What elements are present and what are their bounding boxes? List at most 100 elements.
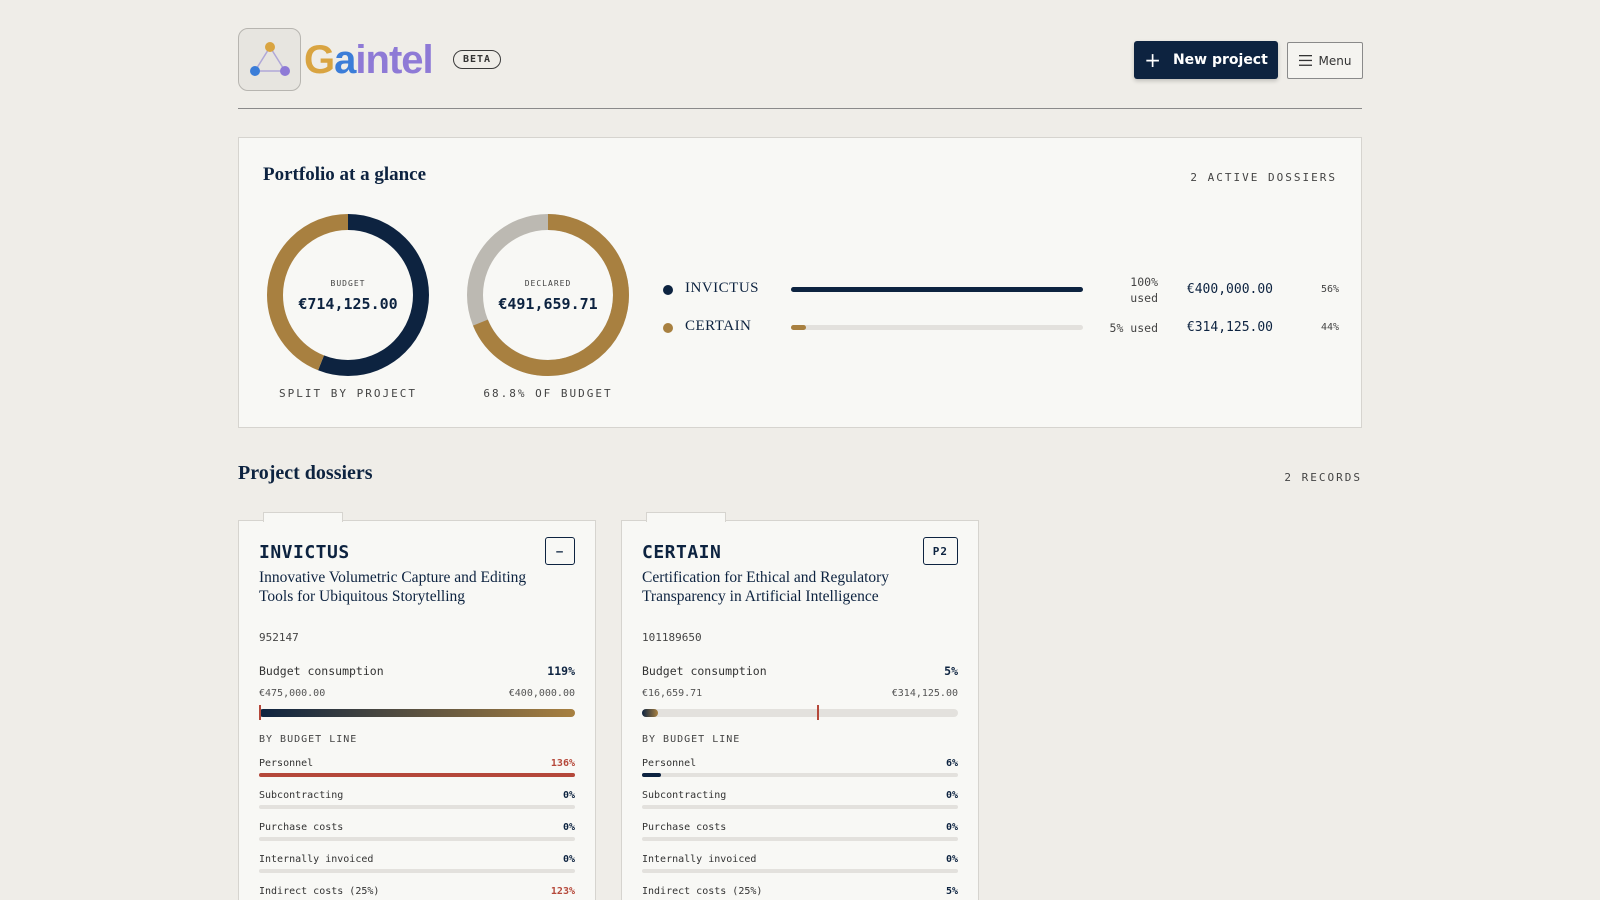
budget-line-label: Internally invoiced bbox=[642, 854, 757, 865]
portfolio-panel: Portfolio at a glance 2 ACTIVE DOSSIERS … bbox=[238, 137, 1362, 428]
budget-line-label: Purchase costs bbox=[642, 822, 727, 833]
legend-used-pct: 100% bbox=[1130, 275, 1158, 289]
budget-line-fill bbox=[642, 773, 661, 777]
budget-line-label: Personnel bbox=[642, 758, 697, 769]
budget-line-row: Internally invoiced 0% bbox=[642, 854, 958, 878]
legend-used: 100% used bbox=[1088, 274, 1158, 306]
budget-consumption-pct: 5% bbox=[944, 664, 958, 678]
legend-bar-fill bbox=[791, 325, 806, 330]
budget-line-row: Purchase costs 0% bbox=[642, 822, 958, 846]
budget-line-label: Subcontracting bbox=[259, 790, 344, 801]
declared-donut-segment bbox=[467, 214, 629, 376]
legend-amount: €314,125.00 bbox=[1186, 320, 1273, 335]
budget-line-row: Subcontracting 0% bbox=[642, 790, 958, 814]
legend-share: 44% bbox=[1320, 322, 1339, 333]
logo-icon[interactable] bbox=[238, 28, 301, 91]
new-project-label: New project bbox=[1172, 52, 1268, 68]
budget-amount: €400,000.00 bbox=[508, 688, 575, 699]
project-id: 101189650 bbox=[642, 631, 702, 644]
budget-line-pct: 123% bbox=[550, 886, 575, 897]
budget-donut-segment bbox=[267, 214, 429, 376]
budget-line-bar bbox=[259, 805, 575, 809]
budget-line-bar bbox=[259, 773, 575, 777]
budget-line-row: Purchase costs 0% bbox=[259, 822, 575, 846]
legend-used-pct: 5% used bbox=[1109, 321, 1158, 335]
budget-line-row: Subcontracting 0% bbox=[259, 790, 575, 814]
budget-line-pct: 6% bbox=[945, 758, 958, 769]
project-id: 952147 bbox=[259, 631, 299, 644]
budget-line-pct: 0% bbox=[562, 854, 575, 865]
budget-consumption-pct: 119% bbox=[547, 664, 575, 678]
new-project-button[interactable]: + New project bbox=[1134, 41, 1278, 79]
project-name: Innovative Volumetric Capture and Editin… bbox=[259, 569, 527, 605]
top-header: Gaintel BETA + New project Menu bbox=[238, 28, 1363, 109]
brand-name[interactable]: Gaintel bbox=[304, 38, 434, 82]
legend-bar bbox=[791, 287, 1083, 292]
project-card-invictus[interactable]: INVICTUS – Innovative Volumetric Capture… bbox=[238, 512, 596, 900]
legend-dot bbox=[663, 323, 673, 333]
budget-marker bbox=[259, 705, 261, 720]
budget-donut-value: €714,125.00 bbox=[298, 295, 398, 313]
budget-line-label: Subcontracting bbox=[642, 790, 727, 801]
budget-line-pct: 0% bbox=[562, 790, 575, 801]
by-budget-line-title: BY BUDGET LINE bbox=[259, 734, 358, 745]
legend-name: INVICTUS bbox=[685, 280, 759, 296]
budget-line-bar bbox=[642, 805, 958, 809]
budget-line-pct: 5% bbox=[945, 886, 958, 897]
spent-amount: €475,000.00 bbox=[259, 688, 326, 699]
declared-donut: DECLARED €491,659.71 bbox=[464, 211, 632, 379]
budget-amount: €314,125.00 bbox=[891, 688, 958, 699]
budget-consumption-label: Budget consumption bbox=[642, 664, 767, 678]
budget-line-row: Personnel 136% bbox=[259, 758, 575, 782]
budget-consumption-bar bbox=[259, 705, 575, 720]
project-acronym: INVICTUS bbox=[259, 542, 350, 563]
budget-donut-label: BUDGET bbox=[330, 279, 366, 288]
legend-row[interactable]: INVICTUS 100% used €400,000.00 56% bbox=[663, 275, 1339, 305]
budget-line-label: Purchase costs bbox=[259, 822, 344, 833]
budget-line-label: Internally invoiced bbox=[259, 854, 374, 865]
legend-row[interactable]: CERTAIN 5% used €314,125.00 44% bbox=[663, 318, 1339, 338]
budget-line-row: Internally invoiced 0% bbox=[259, 854, 575, 878]
budget-line-bar bbox=[642, 837, 958, 841]
budget-line-bar bbox=[259, 837, 575, 841]
legend-dot bbox=[663, 285, 673, 295]
legend-bar bbox=[791, 325, 1083, 330]
declared-donut-value: €491,659.71 bbox=[498, 295, 598, 313]
hamburger-icon bbox=[1298, 55, 1312, 66]
budget-line-bar bbox=[259, 869, 575, 873]
budget-line-bar bbox=[642, 869, 958, 873]
budget-consumption-bar bbox=[642, 705, 958, 720]
spent-amount: €16,659.71 bbox=[642, 688, 703, 699]
project-badge[interactable]: P2 bbox=[922, 537, 958, 565]
budget-line-label: Indirect costs (25%) bbox=[642, 886, 763, 897]
menu-label: Menu bbox=[1318, 53, 1352, 68]
legend-amount: €400,000.00 bbox=[1186, 282, 1273, 297]
budget-consumption-label: Budget consumption bbox=[259, 664, 384, 678]
budget-line-label: Personnel bbox=[259, 758, 314, 769]
budget-line-label: Indirect costs (25%) bbox=[259, 886, 380, 897]
budget-consumption-fill bbox=[259, 709, 575, 717]
budget-line-row: Personnel 6% bbox=[642, 758, 958, 782]
legend-share: 56% bbox=[1320, 284, 1339, 295]
project-badge[interactable]: – bbox=[545, 537, 575, 565]
declared-donut-caption: 68.8% OF BUDGET bbox=[483, 387, 613, 400]
menu-button[interactable]: Menu bbox=[1287, 42, 1363, 79]
dossiers-title: Project dossiers bbox=[238, 462, 373, 484]
beta-badge: BETA bbox=[453, 50, 502, 69]
budget-donut-caption: SPLIT BY PROJECT bbox=[279, 387, 417, 400]
budget-line-pct: 136% bbox=[550, 758, 575, 769]
legend-name: CERTAIN bbox=[685, 318, 752, 334]
project-name: Certification for Ethical and Regulatory… bbox=[642, 569, 890, 605]
project-card-certain[interactable]: CERTAIN P2 Certification for Ethical and… bbox=[621, 512, 979, 900]
budget-line-pct: 0% bbox=[562, 822, 575, 833]
budget-line-row: Indirect costs (25%) 5% bbox=[642, 886, 958, 900]
portfolio-title: Portfolio at a glance bbox=[263, 164, 427, 185]
budget-line-bar bbox=[642, 773, 958, 777]
card-tab bbox=[263, 512, 343, 522]
active-dossiers-count: 2 ACTIVE DOSSIERS bbox=[1190, 171, 1337, 184]
legend-used-word: used bbox=[1130, 291, 1158, 305]
budget-donut: BUDGET €714,125.00 bbox=[264, 211, 432, 379]
card-tab bbox=[646, 512, 726, 522]
budget-marker bbox=[817, 705, 820, 720]
budget-line-pct: 0% bbox=[945, 822, 958, 833]
